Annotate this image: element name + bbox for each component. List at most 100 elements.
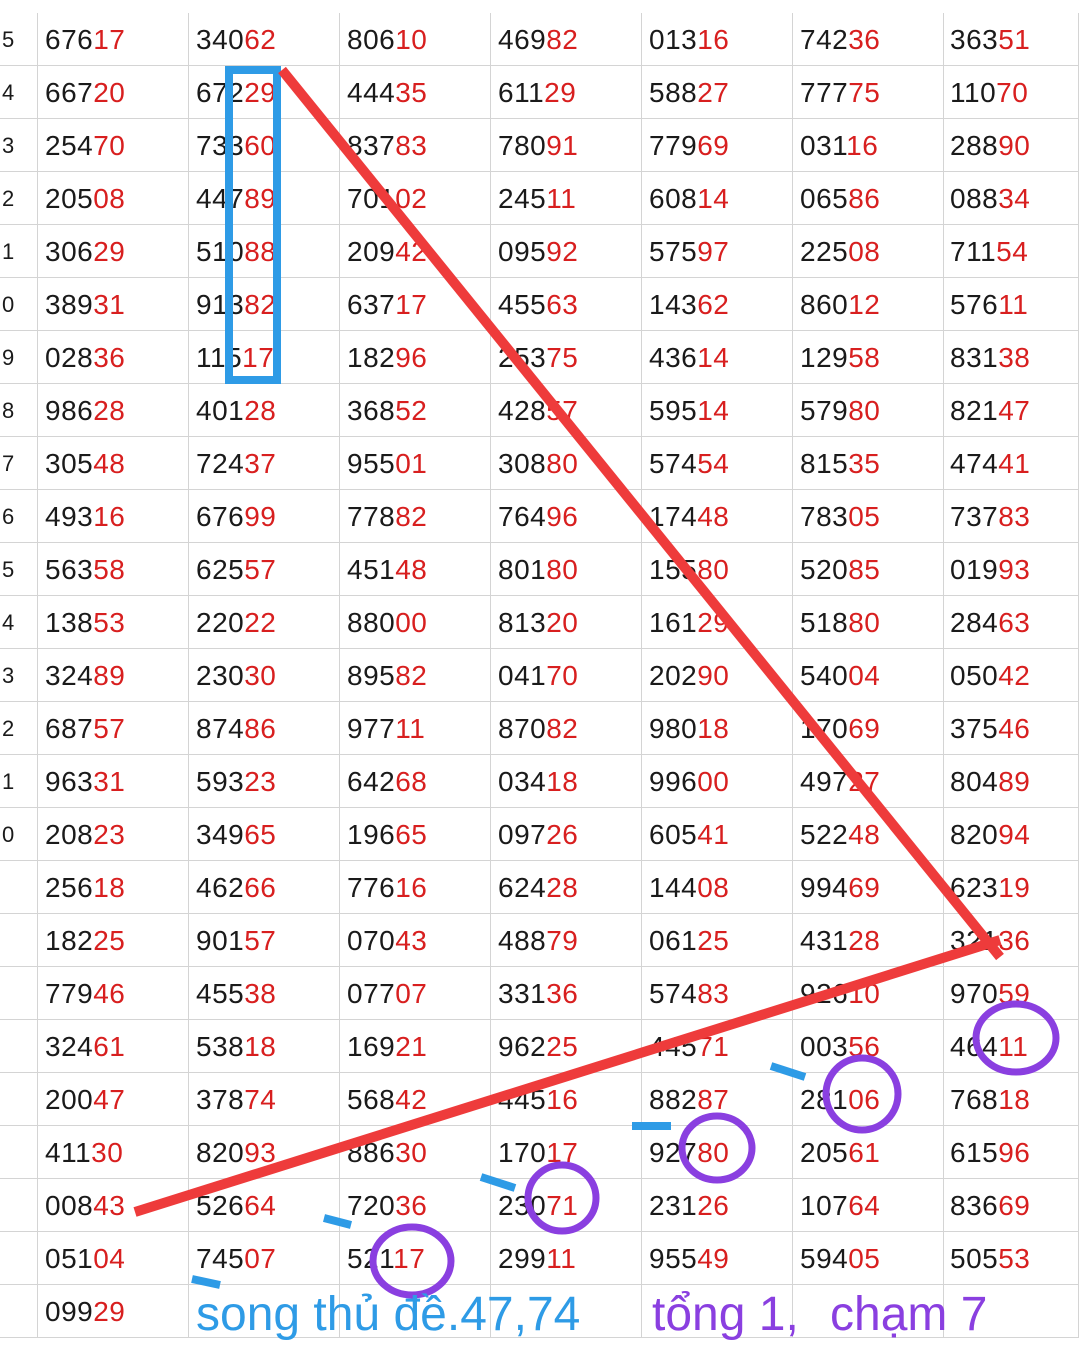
cell-tail-digits: 08 — [697, 872, 730, 903]
cell-head-digits: 051 — [45, 1243, 94, 1274]
cell-head-digits: 028 — [45, 342, 94, 373]
cell-tail-digits: 96 — [546, 501, 579, 532]
cell-tail-digits: 29 — [93, 1296, 126, 1327]
row-label: 2 — [0, 172, 38, 225]
table-cell: 04170 — [491, 649, 642, 702]
cell-head-digits: 208 — [45, 819, 94, 850]
cell-head-digits: 182 — [45, 925, 94, 956]
cell-head-digits: 576 — [950, 289, 999, 320]
table-cell: 28463 — [943, 596, 1079, 649]
cell-head-digits: 019 — [950, 554, 999, 585]
cell-tail-digits: 49 — [697, 1243, 730, 1274]
cell-tail-digits: 05 — [848, 1243, 881, 1274]
cell-head-digits: 444 — [347, 77, 396, 108]
cell-tail-digits: 93 — [244, 1137, 277, 1168]
table-cell: 98628 — [38, 384, 189, 437]
cell-head-digits: 013 — [649, 24, 698, 55]
cell-tail-digits: 11 — [546, 183, 577, 214]
cell-head-digits: 593 — [196, 766, 245, 797]
table-cell: 78305 — [793, 490, 944, 543]
row-label: 5 — [0, 543, 38, 596]
table-cell — [491, 1285, 642, 1338]
cell-tail-digits: 70 — [93, 130, 126, 161]
cell-tail-digits: 30 — [91, 1137, 124, 1168]
cell-tail-digits: 26 — [697, 1190, 730, 1221]
table-cell: 09726 — [491, 808, 642, 861]
blue-dash — [769, 1062, 807, 1081]
row-label — [0, 1073, 38, 1126]
cell-tail-digits: 17 — [395, 289, 428, 320]
cell-tail-digits: 08 — [93, 183, 126, 214]
table-cell: 16921 — [340, 1020, 491, 1073]
cell-tail-digits: 42 — [998, 660, 1031, 691]
table-cell: 20290 — [642, 649, 793, 702]
table-cell: 89582 — [340, 649, 491, 702]
cell-tail-digits: 75 — [546, 342, 579, 373]
table-cell: 51088 — [189, 225, 340, 278]
cell-tail-digits: 82 — [244, 289, 277, 320]
table-cell: 83138 — [943, 331, 1079, 384]
cell-tail-digits: 87 — [697, 1084, 730, 1115]
cell-tail-digits: 89 — [244, 183, 277, 214]
cell-head-digits: 200 — [45, 1084, 94, 1115]
cell-head-digits: 836 — [950, 1190, 999, 1221]
cell-head-digits: 455 — [196, 978, 245, 1009]
row-label — [0, 967, 38, 1020]
cell-head-digits: 737 — [950, 501, 999, 532]
cell-head-digits: 611 — [498, 77, 545, 108]
table-cell: 57483 — [642, 967, 793, 1020]
table-cell: 77775 — [793, 66, 944, 119]
cell-tail-digits: 46 — [998, 713, 1031, 744]
cell-tail-digits: 90 — [697, 660, 730, 691]
cell-tail-digits: 80 — [848, 395, 881, 426]
cell-head-digits: 977 — [347, 713, 396, 744]
cell-tail-digits: 35 — [848, 448, 881, 479]
table-cell: 38931 — [38, 278, 189, 331]
cell-tail-digits: 82 — [395, 660, 428, 691]
table-cell: 45563 — [491, 278, 642, 331]
cell-tail-digits: 61 — [93, 1031, 126, 1062]
cell-tail-digits: 34 — [998, 183, 1031, 214]
table-cell: 96331 — [38, 755, 189, 808]
cell-head-digits: 563 — [45, 554, 94, 585]
cell-tail-digits: 43 — [395, 925, 428, 956]
cell-tail-digits: 51 — [998, 24, 1031, 55]
table-cell: 81320 — [491, 596, 642, 649]
cell-tail-digits: 18 — [697, 713, 730, 744]
row-label: 4 — [0, 596, 38, 649]
cell-head-digits: 375 — [950, 713, 999, 744]
cell-tail-digits: 17 — [93, 24, 126, 55]
cell-tail-digits: 30 — [244, 660, 277, 691]
cell-tail-digits: 70 — [996, 77, 1029, 108]
cell-head-digits: 129 — [800, 342, 849, 373]
table-cell: 74236 — [793, 13, 944, 66]
table-cell: 45148 — [340, 543, 491, 596]
table-cell: 98018 — [642, 702, 793, 755]
table-cell: 62428 — [491, 861, 642, 914]
cell-tail-digits: 19 — [998, 872, 1031, 903]
cell-head-digits: 510 — [196, 236, 245, 267]
cell-head-digits: 041 — [498, 660, 547, 691]
purple-circle — [972, 1000, 1060, 1076]
table-cell: 77946 — [38, 967, 189, 1020]
cell-head-digits: 764 — [498, 501, 547, 532]
cell-tail-digits: 80 — [697, 554, 730, 585]
cell-head-digits: 676 — [45, 24, 94, 55]
table-cell: 72036 — [340, 1179, 491, 1232]
cell-head-digits: 363 — [950, 24, 999, 55]
cell-tail-digits: 91 — [546, 130, 579, 161]
table-cell: 25618 — [38, 861, 189, 914]
blue-dash — [191, 1275, 221, 1289]
cell-tail-digits: 53 — [93, 607, 126, 638]
table-cell: 23030 — [189, 649, 340, 702]
cell-tail-digits: 01 — [395, 448, 428, 479]
table-cell: 32489 — [38, 649, 189, 702]
cell-head-digits: 378 — [196, 1084, 245, 1115]
table-cell: 80610 — [340, 13, 491, 66]
cell-head-digits: 742 — [800, 24, 849, 55]
cell-head-digits: 575 — [649, 236, 698, 267]
table-cell: 46266 — [189, 861, 340, 914]
cell-tail-digits: 62 — [244, 24, 277, 55]
table-cell: 45538 — [189, 967, 340, 1020]
cell-head-digits: 624 — [498, 872, 547, 903]
